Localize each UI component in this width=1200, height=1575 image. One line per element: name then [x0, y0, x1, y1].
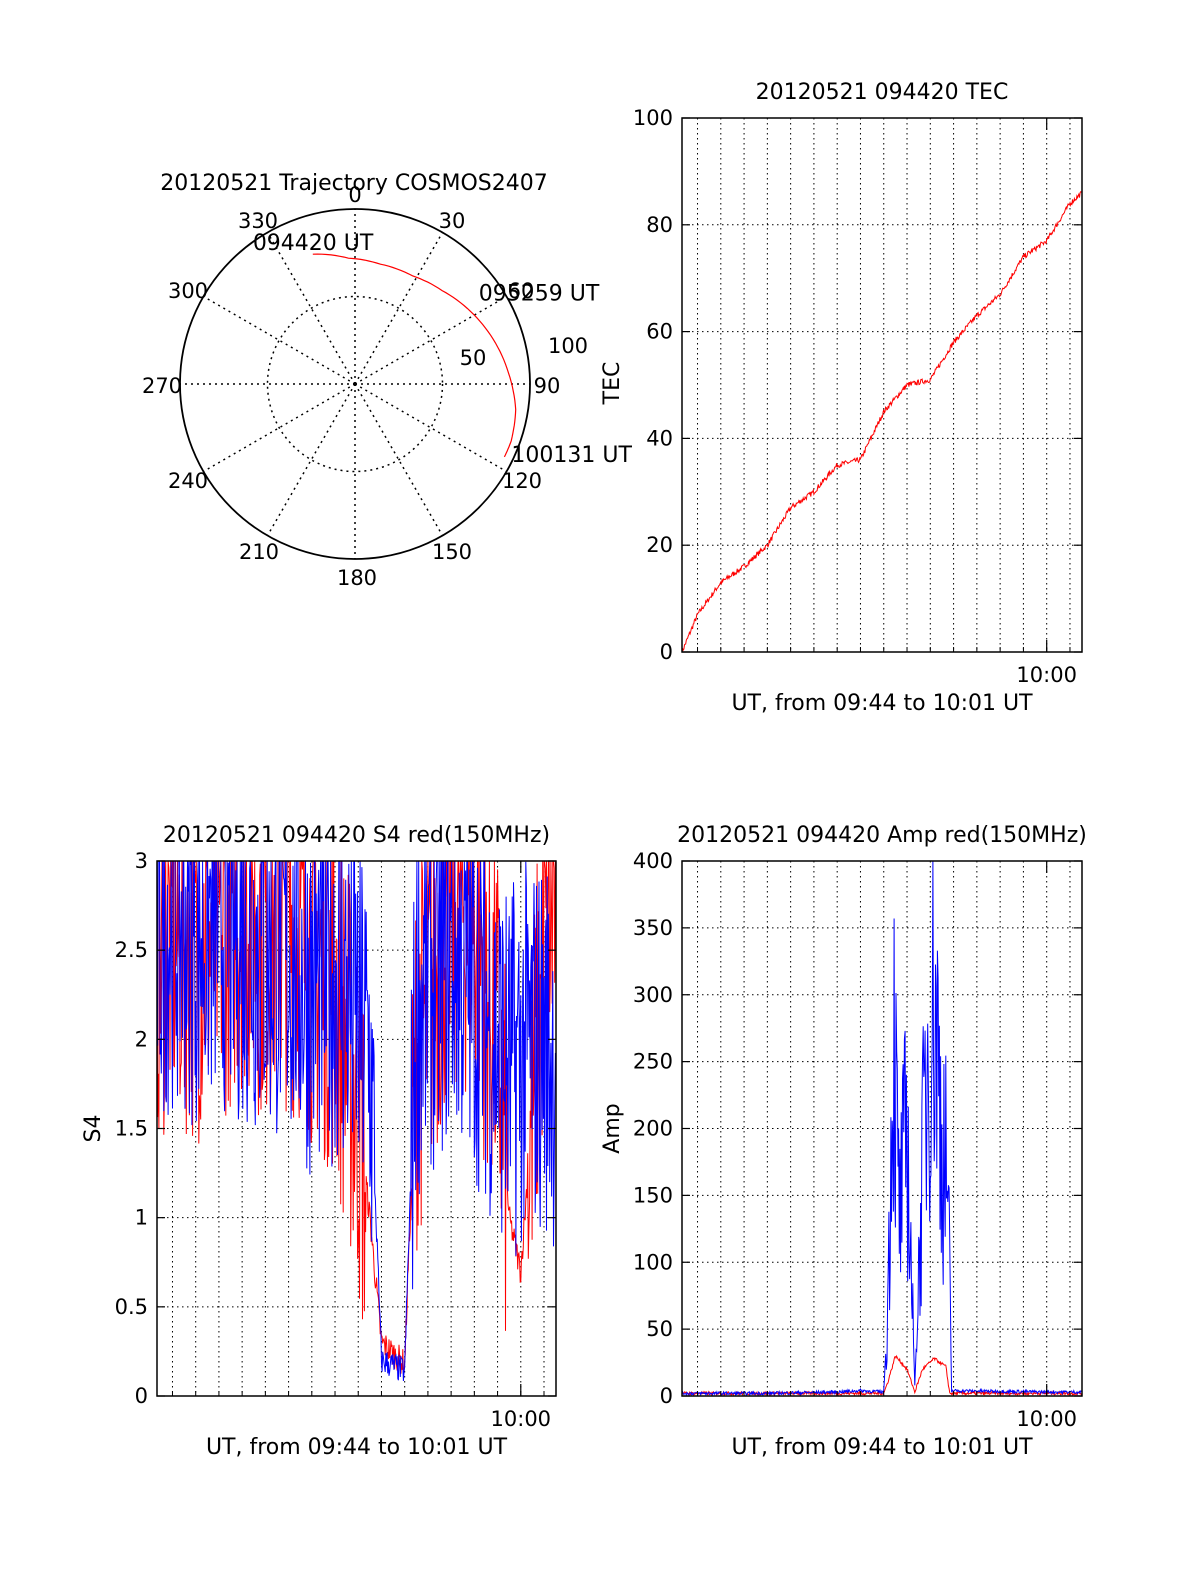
- y-tick-label: 400: [633, 849, 673, 873]
- panel-trajectory: 0 30 60 90 120 150 180 210 240 270 300 330 50 100 0944…: [142, 171, 633, 590]
- plot-frame: [681, 117, 1083, 653]
- chart-title: 20120521 Trajectory COSMOS2407: [160, 171, 547, 196]
- radial-label: 100: [548, 334, 588, 358]
- y-tick-label: 50: [646, 1317, 673, 1341]
- y-tick-label: 0: [660, 1384, 673, 1408]
- x-tick-label: 10:00: [491, 1407, 552, 1431]
- x-axis-label: UT, from 09:44 to 10:01 UT: [731, 691, 1033, 716]
- y-tick-label: 20: [646, 533, 673, 557]
- azimuth-label: 30: [439, 209, 466, 233]
- trajectory-track: [312, 253, 517, 458]
- time-annotation: 095259 UT: [479, 282, 600, 307]
- polar-grid-spoke: [354, 232, 444, 385]
- y-axis-label: S4: [81, 1115, 106, 1143]
- y-tick-label: 0: [660, 640, 673, 664]
- panel-tec: 0 20 40 60 80 100 10:00 20120521 094420 TEC UT, …: [600, 80, 1083, 716]
- y-axis-label: TEC: [600, 362, 625, 406]
- y-tick-label: 150: [633, 1183, 673, 1207]
- x-axis-label: UT, from 09:44 to 10:01 UT: [206, 1435, 508, 1460]
- panel-s4: 0 0.5 1 1.5 2 2.5 3 10:00 20120521 094420 S4 red…: [81, 823, 557, 1460]
- chart-title: 20120521 094420 Amp red(150MHz): [677, 823, 1087, 848]
- series-trace-red: [681, 1354, 1083, 1397]
- y-tick-label: 200: [633, 1117, 673, 1141]
- azimuth-label: 180: [337, 566, 377, 590]
- y-tick-label: 250: [633, 1050, 673, 1074]
- azimuth-label: 60: [508, 279, 535, 303]
- azimuth-label: 150: [432, 540, 472, 564]
- polar-grid-spoke: [203, 295, 356, 385]
- polar-grid-spoke: [266, 383, 356, 536]
- azimuth-label: 270: [142, 374, 182, 398]
- y-tick-label: 350: [633, 916, 673, 940]
- y-tick-label: 80: [646, 213, 673, 237]
- y-tick-label: 0: [135, 1384, 148, 1408]
- time-annotation: 094420 UT: [253, 231, 374, 256]
- time-annotation: 100131 UT: [511, 443, 632, 468]
- polar-grid-ring: [266, 295, 444, 473]
- series-trace-blue: [156, 860, 557, 1382]
- azimuth-label: 210: [239, 540, 279, 564]
- azimuth-label: 0: [348, 183, 361, 207]
- polar-grid-spoke: [354, 295, 507, 385]
- polar-grid-spoke: [354, 383, 444, 536]
- y-tick-label: 2: [135, 1027, 148, 1051]
- panel-amp: 0 50 100 150 200 250 300 350 400 10:00 20120521 09…: [600, 823, 1087, 1460]
- y-tick-label: 60: [646, 320, 673, 344]
- series-trace-blue: [681, 860, 1083, 1397]
- y-tick-label: 1: [135, 1206, 148, 1230]
- y-tick-label: 100: [633, 1250, 673, 1274]
- series-trace-red: [681, 191, 1083, 653]
- y-tick-label: 40: [646, 426, 673, 450]
- y-tick-label: 100: [633, 106, 673, 130]
- chart-title: 20120521 094420 TEC: [756, 80, 1009, 105]
- y-axis-label: Amp: [600, 1103, 625, 1153]
- y-tick-label: 0.5: [115, 1295, 148, 1319]
- azimuth-label: 300: [168, 279, 208, 303]
- x-axis-label: UT, from 09:44 to 10:01 UT: [731, 1435, 1033, 1460]
- y-tick-label: 2.5: [115, 938, 148, 962]
- x-tick-label: 10:00: [1016, 1407, 1077, 1431]
- y-tick-label: 300: [633, 983, 673, 1007]
- radial-label: 50: [460, 346, 487, 370]
- x-tick-label: 10:00: [1016, 663, 1077, 687]
- azimuth-label: 120: [502, 469, 542, 493]
- azimuth-label: 330: [238, 209, 278, 233]
- azimuth-label: 90: [534, 374, 561, 398]
- polar-outer-ring: [179, 208, 531, 560]
- polar-grid-spoke: [203, 383, 356, 473]
- azimuth-label: 240: [168, 469, 208, 493]
- y-tick-label: 3: [135, 849, 148, 873]
- polar-grid-spoke: [354, 383, 507, 473]
- polar-grid-spoke: [266, 232, 356, 385]
- chart-title: 20120521 094420 S4 red(150MHz): [163, 823, 550, 848]
- y-tick-label: 1.5: [115, 1117, 148, 1141]
